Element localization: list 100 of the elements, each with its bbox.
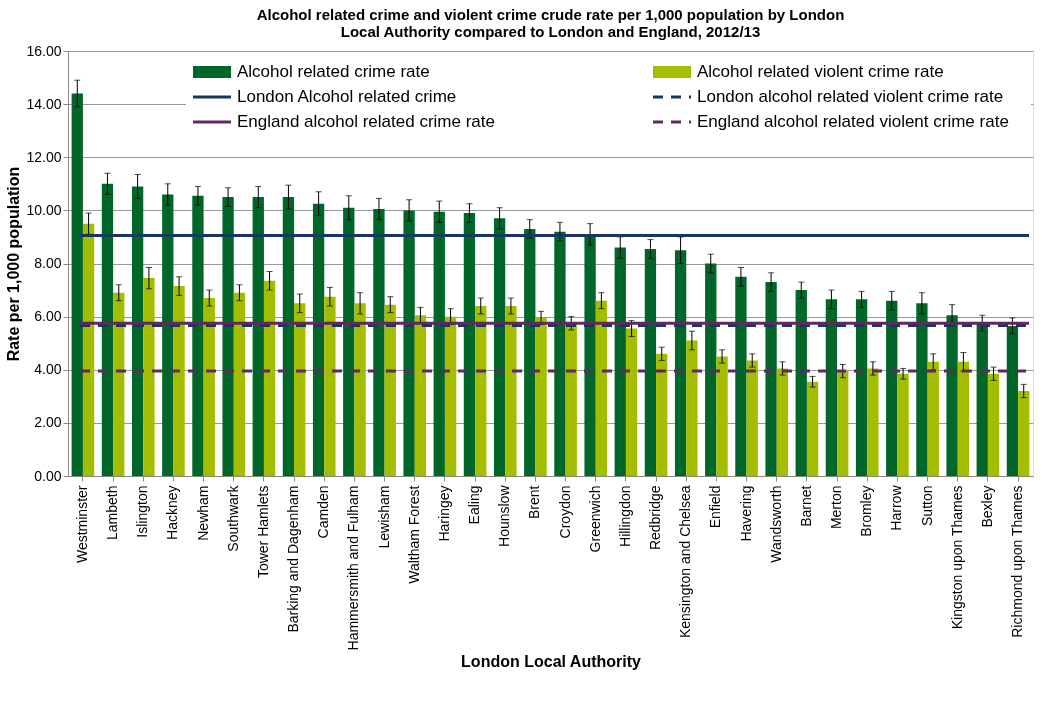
bar: [776, 368, 789, 476]
y-tick-label: 0.00: [34, 467, 62, 484]
bar: [294, 303, 306, 476]
y-tick-label: 6.00: [34, 308, 62, 325]
bar: [837, 371, 849, 476]
bar: [384, 304, 396, 476]
bar: [1006, 325, 1019, 476]
bar: [554, 231, 566, 476]
bar: [886, 300, 898, 476]
bar: [71, 93, 83, 476]
bar: [493, 218, 506, 476]
bar: [233, 292, 246, 476]
x-tick-label: Waltham Forest: [405, 485, 422, 584]
y-tick-label: 16.00: [26, 42, 62, 59]
legend-label: England alcohol related crime rate: [237, 112, 495, 131]
legend-label: Alcohol related violent crime rate: [697, 62, 944, 81]
x-tick-label: Richmond upon Thames: [1009, 485, 1026, 638]
bar: [82, 223, 95, 476]
bar: [674, 250, 687, 476]
bar: [855, 299, 868, 476]
x-tick-label: Bromley: [858, 485, 875, 537]
y-tick-label: 12.00: [26, 148, 62, 165]
bar: [354, 303, 366, 476]
x-tick-label: Sutton: [918, 485, 935, 526]
bar: [1018, 391, 1030, 476]
bar: [916, 303, 928, 476]
legend-label: London alcohol related violent crime rate: [697, 87, 1004, 106]
x-tick-label: Hillingdon: [616, 485, 633, 547]
bar: [644, 248, 657, 476]
bar: [192, 195, 204, 476]
bar: [203, 298, 215, 476]
x-tick-label: Haringey: [435, 485, 452, 542]
bar: [373, 209, 385, 476]
bar: [524, 228, 536, 476]
bar: [113, 292, 125, 476]
y-tick-label: 14.00: [26, 95, 62, 112]
x-tick-label: Havering: [737, 485, 754, 542]
bar: [282, 197, 295, 476]
x-tick-label: Brent: [526, 485, 543, 519]
bar: [101, 183, 114, 476]
bar: [867, 368, 879, 476]
bar: [927, 361, 939, 476]
bar: [897, 373, 909, 476]
chart-title: Alcohol related crime and violent crime crude rate per 1,000 population by London Local Authority compared to London and England, 2012/13: [256, 6, 845, 40]
x-tick-label: Newham: [194, 485, 211, 541]
x-tick-label: Westminster: [73, 485, 90, 564]
bar: [705, 263, 717, 476]
x-tick-label: Kingston upon Thames: [948, 485, 965, 630]
bar: [987, 373, 1000, 476]
legend-label: London Alcohol related crime: [237, 87, 457, 106]
x-tick-label: Redbridge: [647, 485, 664, 551]
legend-label: Alcohol related crime rate: [237, 62, 430, 81]
x-tick-label: Merton: [828, 485, 845, 530]
bar: [595, 300, 608, 476]
bar: [475, 306, 487, 476]
bar: [746, 360, 758, 476]
bar: [162, 194, 174, 476]
bar: [252, 197, 264, 476]
bar: [433, 211, 445, 476]
bar: [946, 315, 958, 476]
x-tick-label: Greenwich: [586, 485, 603, 553]
bar: [312, 203, 325, 476]
x-tick-label: Wandsworth: [767, 485, 784, 563]
bar: [414, 315, 427, 476]
x-tick-label: Ealing: [466, 485, 483, 525]
x-tick-label: Lambeth: [104, 485, 121, 540]
x-tick-label: Enfield: [707, 485, 724, 529]
bar: [765, 282, 777, 476]
bar: [976, 323, 988, 476]
bar: [535, 317, 547, 476]
x-tick-label: Barnet: [797, 485, 814, 527]
x-tick-label: Southwark: [224, 484, 241, 552]
x-tick-label: Hammersmith and Fulham: [345, 485, 362, 651]
bar: [403, 210, 415, 476]
bar: [614, 247, 626, 476]
x-tick-label: Kensington and Chelsea: [677, 485, 694, 639]
bar: [131, 186, 144, 476]
bar: [263, 280, 276, 476]
y-tick-label: 8.00: [34, 255, 62, 271]
bar: [656, 353, 668, 476]
x-tick-label: Bexley: [978, 485, 995, 528]
x-tick-label: Harrow: [888, 484, 905, 531]
x-axis-title: London Local Authority: [461, 653, 642, 671]
bar: [686, 340, 698, 476]
bar: [795, 290, 807, 476]
legend-label: England alcohol related violent crime rate: [697, 112, 1009, 131]
y-tick-label: 4.00: [34, 361, 62, 378]
x-tick-label: Hackney: [164, 485, 181, 540]
bar: [463, 213, 476, 476]
x-tick-label: Croydon: [556, 485, 573, 539]
x-tick-label: Camden: [315, 485, 332, 539]
y-tick-label: 2.00: [34, 414, 62, 431]
y-axis-title: Rate per 1,000 population: [5, 166, 23, 362]
bar: [625, 328, 638, 476]
bar: [343, 207, 355, 476]
bar: [806, 381, 819, 476]
bar: [444, 316, 457, 476]
bar: [584, 234, 596, 476]
x-tick-label: Tower Hamlets: [254, 485, 271, 579]
bar: [222, 197, 234, 476]
